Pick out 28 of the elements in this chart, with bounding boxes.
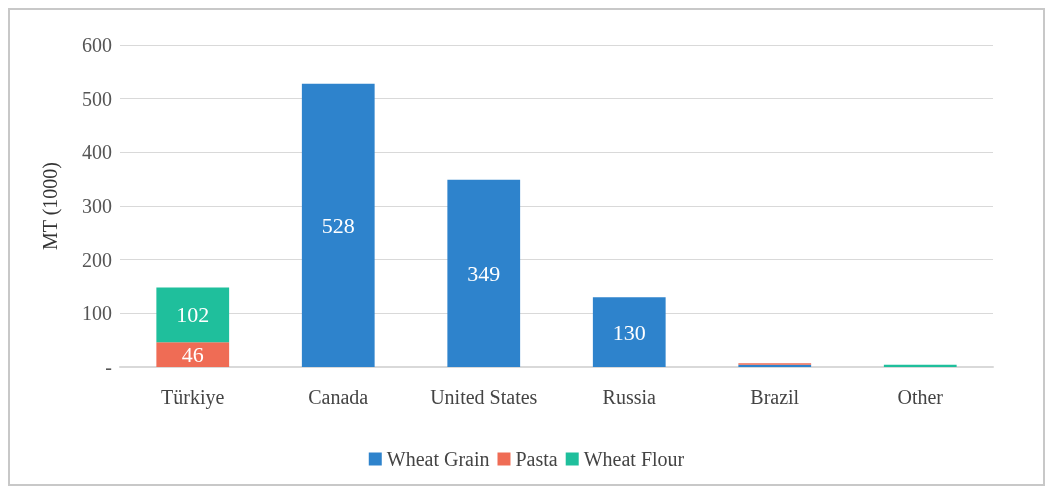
y-axis-title: MT (1000) [39, 162, 62, 250]
bar [592, 297, 666, 367]
legend-label: Wheat Flour [583, 448, 685, 470]
y-tick-label: 300 [82, 195, 112, 217]
y-tick-label: 600 [82, 34, 112, 56]
bar [883, 364, 957, 367]
bar [156, 342, 230, 367]
x-tick-label: Other [897, 386, 944, 408]
data-label: 102 [176, 302, 210, 328]
y-tick-label: 200 [82, 248, 112, 271]
x-tick-label: Canada [308, 386, 369, 408]
data-label: 46 [181, 342, 204, 368]
x-tick-label: Russia [602, 386, 657, 408]
legend-label: Pasta [515, 448, 558, 470]
bar [301, 83, 375, 367]
x-tick-label: Brazil [750, 386, 800, 408]
bar [447, 179, 521, 367]
x-tick-label: United States [430, 386, 538, 408]
data-label: 349 [467, 260, 501, 286]
legend-label: Wheat Grain [386, 448, 490, 470]
y-tick-label: 100 [82, 302, 112, 325]
data-label: 528 [321, 212, 355, 238]
y-tick-label: 400 [82, 141, 112, 164]
y-tick-label: - [105, 356, 112, 378]
x-tick-label: Türkiye [161, 386, 225, 409]
data-label: 130 [612, 319, 646, 345]
y-tick-label: 500 [82, 87, 112, 110]
bar [156, 287, 230, 343]
